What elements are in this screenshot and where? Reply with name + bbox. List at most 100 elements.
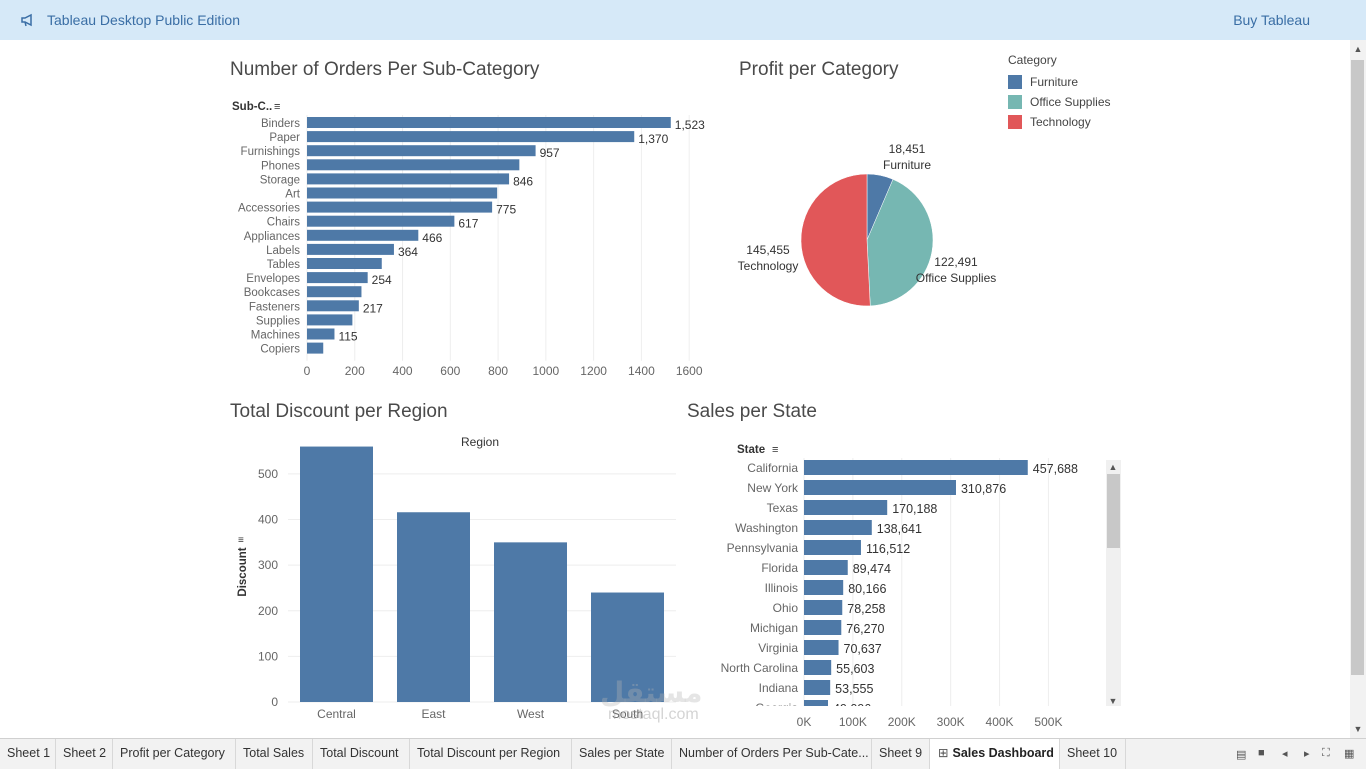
profit-chart-title: Profit per Category xyxy=(739,59,899,80)
legend-label: Technology xyxy=(1030,115,1091,129)
data-label: 617 xyxy=(458,217,478,231)
tab-sheet-9[interactable]: Sheet 9 xyxy=(872,739,930,769)
x-tick-label: 1200 xyxy=(580,364,607,378)
bar xyxy=(307,215,455,227)
y-axis-label: Discount xyxy=(237,547,249,596)
bar xyxy=(804,580,844,595)
pie-value-label: 122,491 xyxy=(934,255,978,269)
category-label: North Carolina xyxy=(721,661,799,675)
bar xyxy=(307,159,520,171)
scroll-thumb[interactable] xyxy=(1351,60,1364,675)
bar xyxy=(307,173,510,185)
buy-tableau-link[interactable]: Buy Tableau xyxy=(1233,12,1310,28)
dashboard-scrollbar[interactable]: ▲ ▼ xyxy=(1350,40,1366,738)
orders-chart-title: Number of Orders Per Sub-Category xyxy=(230,59,540,80)
next-sheet-icon[interactable]: ▸ xyxy=(1304,748,1310,760)
show-filmstrip-icon[interactable]: ▤ xyxy=(1236,749,1247,761)
data-label: 1,370 xyxy=(638,132,668,146)
tab-total-discount[interactable]: Total Discount xyxy=(313,739,410,769)
bar xyxy=(804,520,872,535)
tab-sales-dashboard[interactable]: ⊞ Sales Dashboard xyxy=(930,739,1060,769)
category-label: Florida xyxy=(761,561,798,575)
tab-sheet-1[interactable]: Sheet 1 xyxy=(0,739,56,769)
profit-pie-chart: 18,451 Furniture 122,491 Office Supplies 145… xyxy=(738,142,996,307)
category-label: New York xyxy=(747,481,799,495)
category-label: Fasteners xyxy=(249,301,300,313)
bar xyxy=(591,592,664,702)
data-label: 53,555 xyxy=(835,682,873,696)
category-label: Pennsylvania xyxy=(727,541,799,555)
fit-sheets-icon[interactable]: ⛶ xyxy=(1322,747,1330,759)
data-label: 76,270 xyxy=(846,622,884,636)
mostaql-watermark-text: mostaql.com xyxy=(608,706,699,723)
mostaql-watermark-logo: مستقل xyxy=(600,677,703,708)
x-tick-label: 400 xyxy=(393,364,413,378)
tab-total-sales[interactable]: Total Sales xyxy=(236,739,313,769)
x-tick-label: 1000 xyxy=(533,364,560,378)
legend-label: Furniture xyxy=(1030,75,1079,89)
category-label: Illinois xyxy=(765,581,798,595)
legend-label: Office Supplies xyxy=(1030,95,1111,109)
pie-category-label: Technology xyxy=(738,259,799,273)
data-label: 364 xyxy=(398,245,418,259)
category-label: Georgia xyxy=(755,701,798,715)
category-legend: Category Furniture Office Supplies Techn… xyxy=(1008,53,1111,132)
bar xyxy=(307,272,368,284)
bar xyxy=(804,600,843,615)
bar xyxy=(300,446,373,702)
sheet-sorter-icon[interactable]: ▦ xyxy=(1344,748,1355,760)
category-label: Washington xyxy=(735,521,798,535)
app-title: Tableau Desktop Public Edition xyxy=(47,12,241,28)
legend-item-technology[interactable]: Technology xyxy=(1008,112,1111,132)
bar xyxy=(307,131,635,143)
bar xyxy=(307,328,335,340)
data-label: 957 xyxy=(540,146,560,160)
orders-bar-chart: 0 200 400 600 800 1000 1200 1400 1600 Sub-C.. ≡ Bin… xyxy=(232,101,705,378)
tab-number-of-orders[interactable]: Number of Orders Per Sub-Cate... xyxy=(672,739,872,769)
data-label: 1,523 xyxy=(675,118,705,132)
bar xyxy=(307,300,359,312)
discount-chart-title: Total Discount per Region xyxy=(230,401,448,422)
scroll-up-icon[interactable]: ▲ xyxy=(1353,44,1363,54)
x-tick-label: 1600 xyxy=(676,364,703,378)
x-tick-label: 400K xyxy=(986,715,1014,729)
legend-item-office-supplies[interactable]: Office Supplies xyxy=(1008,92,1111,112)
bar xyxy=(307,243,394,255)
data-label: 457,688 xyxy=(1033,462,1078,476)
data-label: 138,641 xyxy=(877,522,922,536)
data-label: 775 xyxy=(496,203,516,217)
scroll-down-icon[interactable]: ▼ xyxy=(1353,724,1363,734)
top-bar: Tableau Desktop Public Edition Buy Table… xyxy=(0,0,1366,40)
sort-icon: ≡ xyxy=(274,101,280,113)
tab-profit-per-category[interactable]: Profit per Category xyxy=(113,739,236,769)
category-label: Phones xyxy=(261,160,300,172)
bar xyxy=(307,314,353,326)
bar xyxy=(307,342,324,354)
x-tick-label: 300K xyxy=(937,715,965,729)
tab-sheet-2[interactable]: Sheet 2 xyxy=(56,739,113,769)
bars-group: California 457,688 New York 310,876 Texas 170… xyxy=(721,460,1078,715)
category-label: Labels xyxy=(266,245,300,257)
category-label: Michigan xyxy=(750,621,798,635)
bar xyxy=(804,480,956,495)
category-label: Accessories xyxy=(238,203,300,215)
legend-item-furniture[interactable]: Furniture xyxy=(1008,72,1111,92)
category-label: Indiana xyxy=(759,681,799,695)
category-label: Bookcases xyxy=(244,287,301,299)
bar xyxy=(804,460,1028,475)
bar xyxy=(804,640,839,655)
first-sheet-icon[interactable]: ◂ xyxy=(1282,748,1288,760)
tab-sales-per-state[interactable]: Sales per State xyxy=(572,739,672,769)
pie-value-label: 145,455 xyxy=(746,243,790,257)
bar xyxy=(804,500,888,515)
tab-sheet-10[interactable]: Sheet 10 xyxy=(1060,739,1126,769)
tab-total-discount-per-region[interactable]: Total Discount per Region xyxy=(410,739,572,769)
category-label: Central xyxy=(317,707,356,721)
tab-label: Sales Dashboard xyxy=(952,746,1054,760)
category-label: Storage xyxy=(260,174,300,186)
category-label: West xyxy=(517,707,545,721)
show-tabs-icon[interactable]: ■ xyxy=(1258,747,1265,759)
sales-bar-chart: 0K 100K 200K 300K 400K 500K State ≡ California 45… xyxy=(721,444,1121,729)
y-tick-label: 200 xyxy=(258,604,278,618)
category-label: Tables xyxy=(267,259,300,271)
